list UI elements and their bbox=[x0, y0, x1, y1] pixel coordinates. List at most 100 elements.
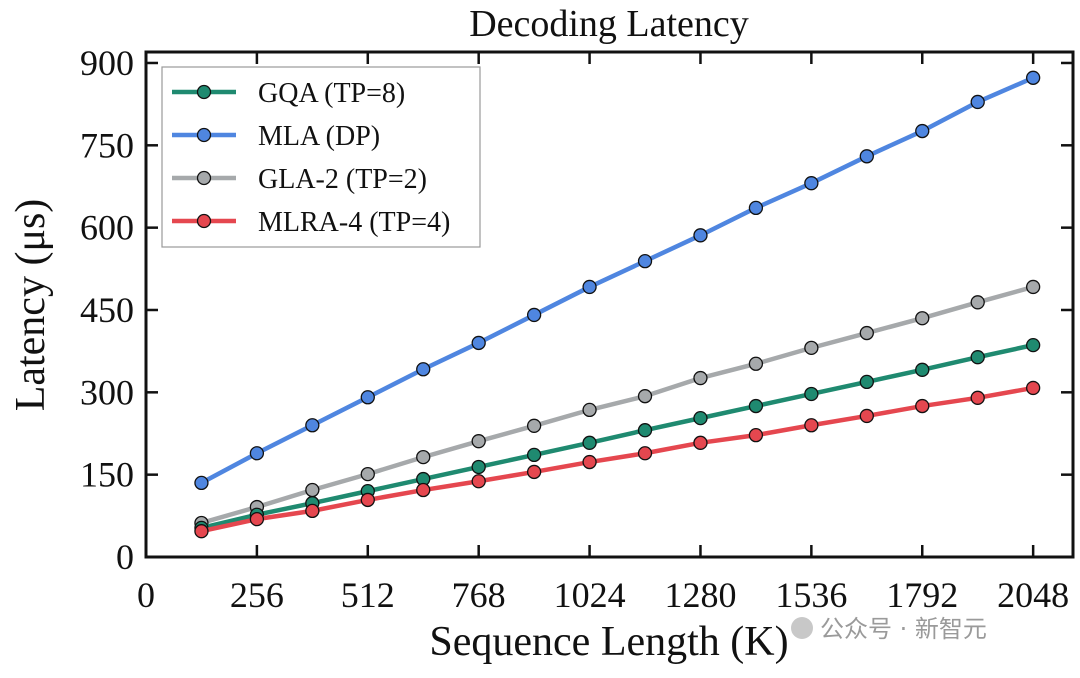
series-gla-2-tp-2- bbox=[194, 279, 1041, 531]
y-tick-label: 750 bbox=[80, 125, 134, 165]
y-tick-label: 300 bbox=[80, 372, 134, 412]
y-tick-label: 150 bbox=[80, 455, 134, 495]
data-point bbox=[360, 390, 375, 405]
x-tick-label: 768 bbox=[452, 575, 506, 615]
x-tick-label: 1792 bbox=[886, 575, 958, 615]
y-tick-label: 900 bbox=[80, 43, 134, 83]
data-point bbox=[194, 524, 209, 539]
data-point bbox=[471, 434, 486, 449]
data-point bbox=[748, 356, 764, 371]
data-point bbox=[915, 398, 930, 414]
y-tick-label: 0 bbox=[116, 537, 134, 577]
data-point bbox=[526, 447, 542, 463]
data-point bbox=[194, 475, 209, 491]
legend-item: MLA (DP) bbox=[172, 121, 380, 152]
data-point bbox=[526, 307, 542, 323]
data-point bbox=[526, 464, 542, 480]
legend-marker bbox=[196, 127, 212, 143]
legend-label: MLA (DP) bbox=[258, 121, 380, 152]
legend-marker bbox=[196, 170, 212, 186]
data-point bbox=[305, 482, 320, 498]
y-tick-label: 450 bbox=[80, 290, 134, 330]
data-point bbox=[1025, 279, 1041, 295]
data-point bbox=[305, 418, 320, 433]
data-point bbox=[970, 94, 985, 110]
x-tick-label: 256 bbox=[230, 575, 284, 615]
data-point bbox=[471, 335, 486, 351]
data-point bbox=[693, 228, 708, 243]
data-point bbox=[804, 176, 819, 191]
data-point bbox=[471, 474, 486, 489]
data-point bbox=[249, 511, 265, 527]
data-point bbox=[1025, 70, 1041, 85]
legend-box bbox=[161, 66, 481, 248]
data-point bbox=[915, 362, 930, 377]
legend-label: GLA-2 (TP=2) bbox=[258, 164, 427, 195]
chart-title: Decoding Latency bbox=[469, 3, 749, 45]
data-point bbox=[970, 390, 985, 405]
watermark-logo-icon bbox=[791, 617, 813, 639]
legend-item: MLRA-4 (TP=4) bbox=[172, 207, 450, 238]
data-point bbox=[1025, 380, 1041, 396]
legend: GQA (TP=8) MLA (DP) GLA-2 (TP=2) MLRA-4 (TP… bbox=[161, 66, 481, 248]
data-point bbox=[526, 418, 542, 433]
data-point bbox=[637, 253, 653, 269]
data-point bbox=[693, 435, 708, 450]
x-tick-label: 0 bbox=[137, 575, 155, 615]
y-tick-label: 600 bbox=[80, 208, 134, 248]
data-point bbox=[804, 418, 819, 433]
series-line bbox=[200, 75, 1035, 485]
data-point bbox=[859, 408, 874, 424]
data-point bbox=[748, 427, 764, 443]
legend-marker bbox=[196, 84, 212, 100]
data-point bbox=[582, 279, 597, 295]
data-point bbox=[915, 311, 930, 326]
watermark-text: 公众号 · 新智元 bbox=[820, 615, 987, 643]
watermark: 公众号 · 新智元 bbox=[791, 615, 987, 643]
x-tick-label: 512 bbox=[341, 575, 395, 615]
legend-marker bbox=[196, 213, 212, 229]
data-point bbox=[637, 389, 653, 404]
data-point bbox=[637, 423, 653, 438]
series-mla-dp- bbox=[194, 70, 1041, 491]
data-point bbox=[859, 325, 874, 341]
data-point bbox=[859, 374, 874, 390]
data-point bbox=[804, 340, 819, 356]
data-point bbox=[305, 503, 320, 519]
data-point bbox=[249, 446, 265, 461]
legend-item: GQA (TP=8) bbox=[172, 78, 405, 109]
data-point bbox=[1025, 337, 1041, 353]
data-point bbox=[582, 435, 597, 450]
series-line bbox=[200, 385, 1034, 534]
x-tick-label: 1536 bbox=[775, 575, 847, 615]
data-point bbox=[471, 459, 486, 475]
data-point bbox=[416, 449, 431, 465]
series-gqa-tp-8- bbox=[194, 337, 1041, 536]
data-point bbox=[859, 149, 874, 164]
legend-label: GQA (TP=8) bbox=[258, 78, 405, 109]
data-point bbox=[693, 410, 708, 426]
plot-frame bbox=[144, 50, 1075, 559]
data-point bbox=[748, 200, 764, 216]
data-point bbox=[693, 370, 708, 386]
series-mlra-4-tp-4- bbox=[194, 380, 1041, 539]
data-point bbox=[804, 386, 819, 402]
data-point bbox=[637, 446, 653, 461]
legend-item: GLA-2 (TP=2) bbox=[172, 164, 427, 195]
legend-label: MLRA-4 (TP=4) bbox=[258, 207, 450, 238]
data-point bbox=[360, 492, 375, 508]
data-point bbox=[970, 350, 985, 365]
data-point bbox=[416, 362, 431, 377]
x-axis-label: Sequence Length (K) bbox=[429, 619, 788, 665]
x-tick-label: 2048 bbox=[997, 575, 1069, 615]
data-point bbox=[582, 454, 597, 470]
data-point bbox=[582, 402, 597, 418]
y-axis-label: Latency (μs) bbox=[8, 199, 54, 412]
x-tick-label: 1024 bbox=[554, 575, 626, 615]
series-line bbox=[200, 342, 1034, 531]
series-line bbox=[200, 284, 1034, 526]
data-point bbox=[970, 295, 985, 310]
data-point bbox=[360, 466, 375, 482]
data-point bbox=[915, 123, 930, 139]
